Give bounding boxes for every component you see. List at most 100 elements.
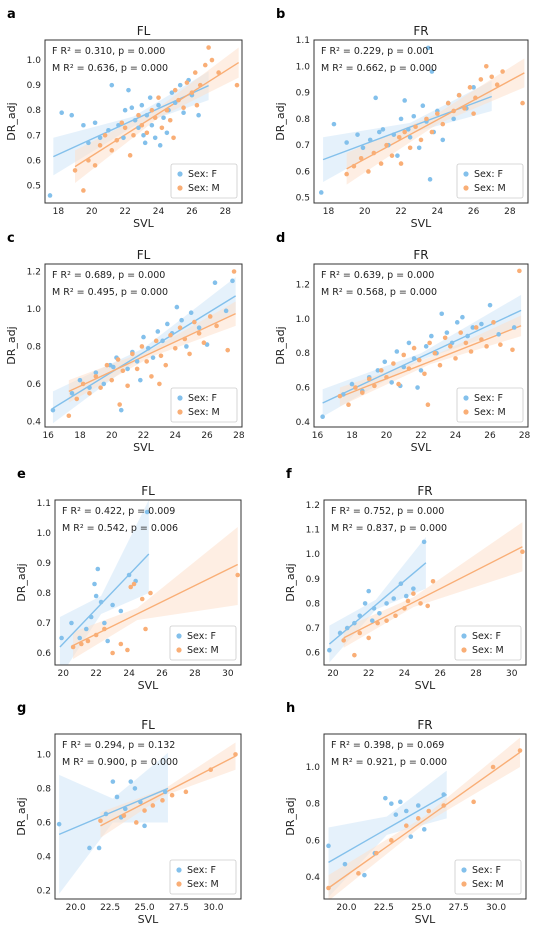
- data-point-F: [420, 103, 426, 109]
- data-point-F: [373, 95, 378, 101]
- data-point-F: [142, 140, 148, 146]
- data-point-F: [342, 861, 348, 867]
- legend: Sex: F Sex: M: [170, 387, 238, 423]
- fit-line-F: [59, 553, 150, 648]
- data-point-M: [125, 383, 130, 389]
- y-tick-label: 0.6: [296, 384, 311, 394]
- data-point-M: [183, 789, 189, 795]
- data-point-F: [144, 112, 150, 118]
- x-tick-label: 22: [415, 431, 426, 441]
- data-point-M: [92, 163, 98, 168]
- data-point-F: [411, 586, 416, 591]
- x-tick-label: 27.5: [449, 903, 469, 913]
- data-point-F: [449, 340, 455, 346]
- data-point-M: [206, 45, 211, 50]
- data-point-M: [197, 82, 203, 88]
- data-point-M: [177, 325, 183, 331]
- legend-marker-M: [463, 185, 469, 191]
- data-point-M: [451, 108, 456, 114]
- plot-area: [320, 268, 522, 420]
- data-point-M: [207, 314, 213, 319]
- data-point-M: [418, 601, 423, 606]
- y-axis-label: DR_adj: [5, 326, 18, 364]
- plot-area: [56, 742, 238, 894]
- panel-label: b: [276, 7, 285, 22]
- data-point-M: [131, 581, 137, 587]
- data-point-F: [184, 344, 189, 349]
- data-point-F: [69, 390, 75, 396]
- data-point-M: [473, 95, 478, 101]
- data-point-M: [456, 92, 462, 98]
- legend-label: Sex: M: [187, 879, 219, 890]
- plot-frame: [44, 263, 243, 428]
- fit-line-M: [68, 313, 236, 393]
- legend-label: Sex: F: [474, 169, 503, 180]
- data-point-M: [117, 402, 122, 407]
- data-point-F: [421, 827, 427, 832]
- y-tick-label: 0.6: [27, 380, 42, 390]
- data-point-F: [352, 620, 357, 626]
- x-tick-label: 30: [506, 669, 518, 679]
- data-point-M: [130, 351, 135, 357]
- data-point-M: [119, 120, 125, 126]
- data-point-M: [115, 357, 121, 362]
- fit-line-M: [328, 751, 521, 889]
- data-point-F: [69, 112, 75, 118]
- plot-frame: [323, 733, 527, 900]
- x-tick-label: 28: [233, 431, 245, 441]
- data-point-F: [121, 135, 126, 141]
- data-point-F: [50, 407, 56, 413]
- data-point-F: [411, 113, 417, 119]
- x-tick-label: 18: [346, 431, 358, 441]
- plot-area: [59, 500, 241, 665]
- data-point-F: [161, 115, 166, 121]
- y-axis-label: DR_adj: [5, 102, 18, 140]
- data-point-M: [478, 77, 484, 82]
- data-point-F: [318, 190, 324, 195]
- data-point-F: [389, 380, 394, 385]
- legend-box: [454, 859, 522, 895]
- panel-label: g: [17, 701, 26, 716]
- x-axis-label: SVL: [411, 441, 433, 454]
- data-point-F: [86, 140, 91, 146]
- legend-box: [169, 625, 237, 661]
- data-point-F: [357, 613, 363, 619]
- data-point-F: [47, 193, 53, 198]
- data-point-F: [366, 588, 371, 594]
- y-tick-label: 0.8: [306, 599, 321, 609]
- data-point-F: [138, 377, 143, 383]
- data-point-M: [144, 359, 149, 364]
- x-axis-label: SVL: [138, 913, 160, 926]
- data-point-F: [97, 135, 103, 141]
- data-point-M: [168, 332, 173, 338]
- data-point-M: [80, 381, 86, 387]
- panel-label: a: [7, 7, 16, 22]
- y-tick-label: 0.4: [296, 418, 311, 428]
- data-point-F: [470, 325, 476, 330]
- y-tick-label: 1.0: [37, 750, 52, 760]
- data-point-M: [448, 344, 453, 349]
- data-point-M: [510, 347, 515, 353]
- data-point-F: [174, 304, 180, 310]
- data-point-F: [429, 333, 434, 339]
- stat-annotation: M R² = 0.495, p = 0.000: [52, 287, 168, 298]
- data-point-M: [462, 106, 467, 111]
- data-point-F: [142, 823, 147, 829]
- legend: Sex: F Sex: M: [456, 387, 524, 423]
- data-point-F: [59, 110, 64, 116]
- data-point-F: [415, 385, 420, 390]
- stat-annotation: F R² = 0.310, p = 0.000: [52, 46, 165, 57]
- data-point-F: [141, 334, 146, 340]
- data-point-F: [110, 779, 116, 784]
- data-point-F: [196, 325, 202, 331]
- data-point-F: [371, 606, 377, 611]
- x-tick-label: 22.5: [374, 903, 394, 913]
- data-point-M: [520, 549, 525, 555]
- data-point-M: [371, 150, 377, 156]
- data-point-F: [132, 117, 138, 123]
- legend-marker-M: [463, 409, 469, 415]
- x-tick-label: 20: [359, 207, 371, 217]
- panel-h: h FR 20.0 22.5 25.0 27.5 30.0 0.4 0.6 0.8 1.0 SVL DR…: [284, 701, 527, 926]
- legend-box: [169, 859, 237, 895]
- legend-box: [170, 387, 238, 423]
